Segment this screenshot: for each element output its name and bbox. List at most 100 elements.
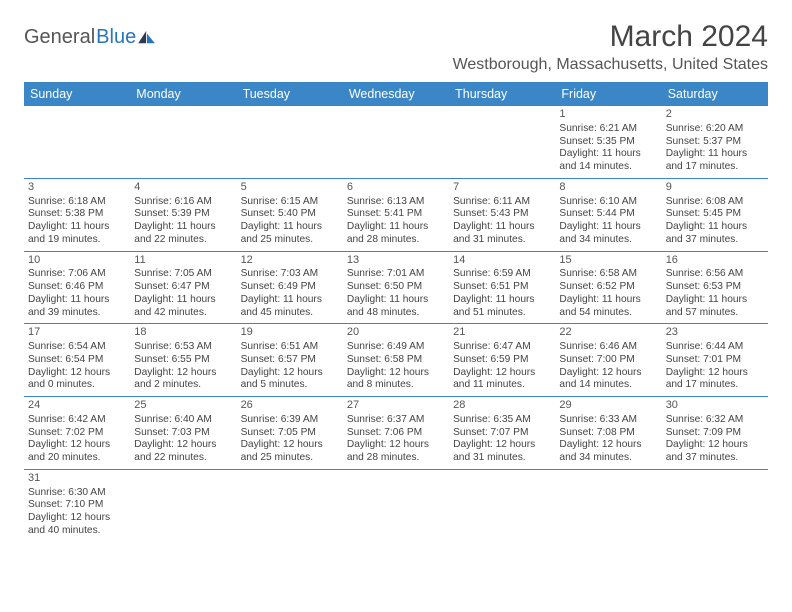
day-number: 15 [559,254,657,268]
day-number: 6 [347,181,445,195]
brand-text-general: General [24,26,95,49]
day-cell: 11Sunrise: 7:05 AMSunset: 6:47 PMDayligh… [130,252,236,324]
day-cell: 26Sunrise: 6:39 AMSunset: 7:05 PMDayligh… [237,397,343,469]
day-header: Tuesday [237,82,343,106]
sunrise-line: Sunrise: 6:15 AM [241,196,339,209]
week-row: 1Sunrise: 6:21 AMSunset: 5:35 PMDaylight… [24,106,768,179]
daylight-line: Daylight: 12 hours and 22 minutes. [134,439,232,465]
day-cell: 2Sunrise: 6:20 AMSunset: 5:37 PMDaylight… [662,106,768,178]
calendar: SundayMondayTuesdayWednesdayThursdayFrid… [24,82,768,542]
daylight-line: Daylight: 11 hours and 39 minutes. [28,294,126,320]
sunset-line: Sunset: 6:51 PM [453,281,551,294]
empty-cell [237,106,343,178]
sunrise-line: Sunrise: 6:33 AM [559,414,657,427]
day-cell: 17Sunrise: 6:54 AMSunset: 6:54 PMDayligh… [24,324,130,396]
day-number: 29 [559,399,657,413]
sunrise-line: Sunrise: 7:06 AM [28,268,126,281]
sunrise-line: Sunrise: 6:53 AM [134,341,232,354]
daylight-line: Daylight: 11 hours and 25 minutes. [241,221,339,247]
sunset-line: Sunset: 6:55 PM [134,354,232,367]
day-header: Wednesday [343,82,449,106]
daylight-line: Daylight: 12 hours and 17 minutes. [666,367,764,393]
day-cell: 27Sunrise: 6:37 AMSunset: 7:06 PMDayligh… [343,397,449,469]
week-row: 17Sunrise: 6:54 AMSunset: 6:54 PMDayligh… [24,324,768,397]
sunrise-line: Sunrise: 6:44 AM [666,341,764,354]
week-row: 10Sunrise: 7:06 AMSunset: 6:46 PMDayligh… [24,252,768,325]
day-cell: 1Sunrise: 6:21 AMSunset: 5:35 PMDaylight… [555,106,661,178]
day-number: 27 [347,399,445,413]
day-number: 31 [28,472,126,486]
day-number: 11 [134,254,232,268]
week-row: 24Sunrise: 6:42 AMSunset: 7:02 PMDayligh… [24,397,768,470]
empty-cell [449,106,555,178]
day-header: Sunday [24,82,130,106]
day-cell: 19Sunrise: 6:51 AMSunset: 6:57 PMDayligh… [237,324,343,396]
sunrise-line: Sunrise: 6:39 AM [241,414,339,427]
location-subtitle: Westborough, Massachusetts, United State… [453,56,768,74]
sunset-line: Sunset: 6:53 PM [666,281,764,294]
day-number: 20 [347,326,445,340]
sunset-line: Sunset: 7:06 PM [347,427,445,440]
day-number: 3 [28,181,126,195]
daylight-line: Daylight: 11 hours and 34 minutes. [559,221,657,247]
week-row: 31Sunrise: 6:30 AMSunset: 7:10 PMDayligh… [24,470,768,542]
day-number: 25 [134,399,232,413]
sunset-line: Sunset: 6:50 PM [347,281,445,294]
empty-cell [343,470,449,542]
daylight-line: Daylight: 11 hours and 19 minutes. [28,221,126,247]
sunset-line: Sunset: 6:47 PM [134,281,232,294]
day-number: 26 [241,399,339,413]
day-number: 19 [241,326,339,340]
daylight-line: Daylight: 11 hours and 54 minutes. [559,294,657,320]
sunset-line: Sunset: 5:41 PM [347,208,445,221]
day-number: 13 [347,254,445,268]
daylight-line: Daylight: 11 hours and 48 minutes. [347,294,445,320]
day-cell: 21Sunrise: 6:47 AMSunset: 6:59 PMDayligh… [449,324,555,396]
sunrise-line: Sunrise: 6:10 AM [559,196,657,209]
day-cell: 25Sunrise: 6:40 AMSunset: 7:03 PMDayligh… [130,397,236,469]
daylight-line: Daylight: 11 hours and 37 minutes. [666,221,764,247]
day-cell: 12Sunrise: 7:03 AMSunset: 6:49 PMDayligh… [237,252,343,324]
daylight-line: Daylight: 12 hours and 14 minutes. [559,367,657,393]
empty-cell [24,106,130,178]
sunset-line: Sunset: 6:58 PM [347,354,445,367]
day-number: 2 [666,108,764,122]
sunset-line: Sunset: 6:46 PM [28,281,126,294]
sunrise-line: Sunrise: 6:30 AM [28,487,126,500]
day-header: Friday [555,82,661,106]
daylight-line: Daylight: 12 hours and 25 minutes. [241,439,339,465]
sunrise-line: Sunrise: 6:37 AM [347,414,445,427]
sunrise-line: Sunrise: 6:51 AM [241,341,339,354]
sunset-line: Sunset: 6:49 PM [241,281,339,294]
sunset-line: Sunset: 5:44 PM [559,208,657,221]
day-cell: 7Sunrise: 6:11 AMSunset: 5:43 PMDaylight… [449,179,555,251]
daylight-line: Daylight: 12 hours and 34 minutes. [559,439,657,465]
sunset-line: Sunset: 5:37 PM [666,136,764,149]
sunrise-line: Sunrise: 7:05 AM [134,268,232,281]
sunset-line: Sunset: 6:54 PM [28,354,126,367]
daylight-line: Daylight: 11 hours and 31 minutes. [453,221,551,247]
sunrise-line: Sunrise: 6:18 AM [28,196,126,209]
day-number: 4 [134,181,232,195]
sunset-line: Sunset: 6:57 PM [241,354,339,367]
empty-cell [555,470,661,542]
day-number: 18 [134,326,232,340]
day-cell: 29Sunrise: 6:33 AMSunset: 7:08 PMDayligh… [555,397,661,469]
sunset-line: Sunset: 6:59 PM [453,354,551,367]
title-block: March 2024 Westborough, Massachusetts, U… [453,20,768,74]
day-cell: 23Sunrise: 6:44 AMSunset: 7:01 PMDayligh… [662,324,768,396]
day-cell: 4Sunrise: 6:16 AMSunset: 5:39 PMDaylight… [130,179,236,251]
sunrise-line: Sunrise: 6:56 AM [666,268,764,281]
day-cell: 22Sunrise: 6:46 AMSunset: 7:00 PMDayligh… [555,324,661,396]
brand-sail-icon [138,31,156,45]
sunrise-line: Sunrise: 6:08 AM [666,196,764,209]
day-cell: 16Sunrise: 6:56 AMSunset: 6:53 PMDayligh… [662,252,768,324]
day-cell: 15Sunrise: 6:58 AMSunset: 6:52 PMDayligh… [555,252,661,324]
daylight-line: Daylight: 12 hours and 37 minutes. [666,439,764,465]
day-cell: 3Sunrise: 6:18 AMSunset: 5:38 PMDaylight… [24,179,130,251]
day-number: 7 [453,181,551,195]
day-number: 21 [453,326,551,340]
day-number: 9 [666,181,764,195]
day-number: 12 [241,254,339,268]
day-number: 1 [559,108,657,122]
